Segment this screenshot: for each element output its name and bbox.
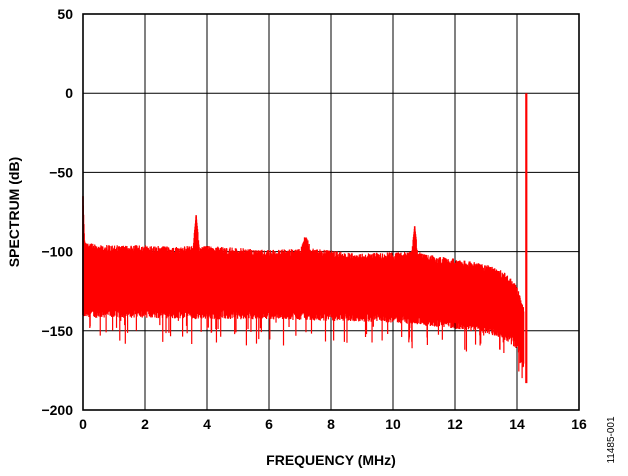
x-tick-label: 16 [571,416,587,432]
y-tick-label: 50 [57,6,73,22]
x-tick-labels: 0 2 4 6 8 10 12 14 16 [79,416,587,432]
x-tick-label: 10 [385,416,401,432]
x-tick-label: 4 [203,416,211,432]
x-axis-title: FREQUENCY (MHz) [266,452,396,468]
x-tick-label: 0 [79,416,87,432]
y-tick-label: −200 [41,402,73,418]
x-tick-label: 12 [447,416,463,432]
y-tick-label: −50 [49,164,73,180]
x-tick-label: 6 [265,416,273,432]
x-tick-label: 2 [141,416,149,432]
figure-id: 11485-001 [606,416,617,464]
x-tick-label: 14 [509,416,525,432]
y-tick-label: 0 [65,85,73,101]
grid [83,14,579,410]
plot-frame [82,13,580,411]
y-tick-label: −100 [41,244,73,260]
y-axis-title: SPECTRUM (dB) [6,157,22,267]
x-tick-label: 8 [327,416,335,432]
noise-floor [82,196,525,379]
series-spectrum [82,93,528,384]
y-tick-label: −150 [41,323,73,339]
y-tick-labels: 50 0 −50 −100 −150 −200 [41,6,73,418]
